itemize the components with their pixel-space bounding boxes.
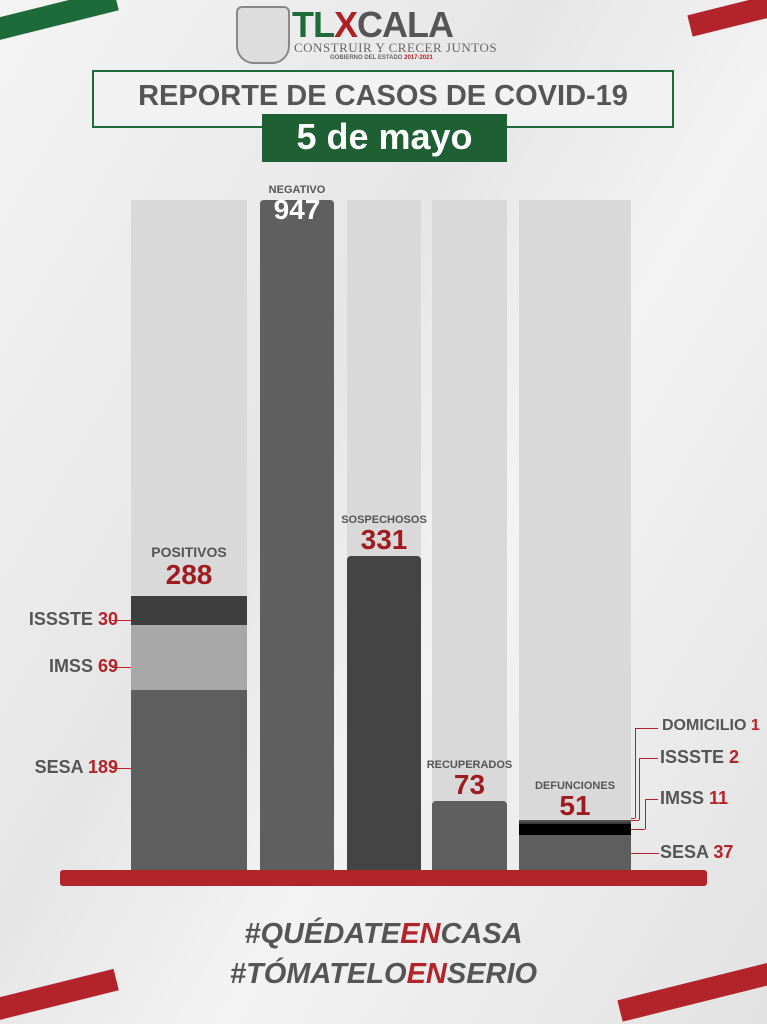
- category-label-negativo: NEGATIVO: [268, 184, 326, 196]
- leader-line: [631, 818, 635, 819]
- legend-defunciones-issste: ISSSTE 2: [660, 747, 739, 768]
- decor-stripe-green: [0, 0, 119, 42]
- bar-segment-positivos-issste: [131, 596, 247, 625]
- leader-line: [645, 799, 658, 800]
- leader-line: [639, 758, 640, 820]
- column-background-defunciones: [519, 200, 631, 870]
- stack-value: 2: [729, 747, 740, 767]
- stack-name: IMSS: [660, 788, 705, 808]
- leader-line: [631, 829, 645, 830]
- stack-value: 189: [87, 757, 118, 777]
- bar-segment-defunciones-issste: [519, 822, 631, 825]
- stack-value: 1: [750, 717, 760, 734]
- leader-line: [645, 799, 646, 829]
- government-period: GOBIERNO DEL ESTADO 2017-2021: [330, 55, 433, 61]
- bar-segment-defunciones-sesa: [519, 834, 631, 870]
- legend-defunciones-imss: IMSS 11: [660, 788, 728, 809]
- category-label-defunciones: DEFUNCIONES: [534, 779, 616, 792]
- bar-segment-positivos-sesa: [131, 690, 247, 870]
- stack-name: IMSS: [48, 656, 93, 676]
- stack-name: DOMICILIO: [662, 717, 747, 734]
- legend-defunciones-sesa: SESA 37: [660, 842, 733, 863]
- leader-line: [112, 768, 131, 769]
- leader-line: [112, 667, 131, 668]
- leader-line: [112, 620, 131, 621]
- category-label-recuperados: RECUPERADOS: [426, 758, 513, 771]
- category-label-sospechosos: SOSPECHOSOS: [341, 513, 427, 526]
- value-label-sospechosos: 331: [360, 523, 408, 555]
- hashtag-quedate-en-casa: #QUÉDATEENCASA: [244, 918, 523, 950]
- decor-stripe-red: [687, 0, 767, 37]
- bar-segment-positivos-imss: [131, 624, 247, 691]
- stack-name: SESA: [660, 842, 709, 862]
- legend-defunciones-domicilio: DOMICILIO 1: [662, 717, 760, 735]
- stack-name: ISSSTE: [28, 609, 93, 629]
- stack-name: ISSSTE: [660, 747, 725, 767]
- value-label-negativo: 947: [273, 194, 321, 225]
- stack-value: 37: [713, 842, 734, 862]
- hashtag-tomatelo-en-serio: #TÓMATELOENSERIO: [229, 958, 538, 990]
- category-label-positivos: POSITIVOS: [151, 544, 227, 561]
- leader-line: [639, 758, 658, 759]
- report-date: 5 de mayo: [262, 114, 507, 162]
- brand-logo-text: TLXCALA: [292, 4, 454, 45]
- bar-segment-defunciones-domicilio: [519, 820, 631, 823]
- stack-value: 69: [97, 656, 118, 676]
- legend-positivos-sesa: SESA 189: [35, 757, 118, 778]
- leader-line: [635, 728, 658, 729]
- leader-line: [631, 820, 639, 821]
- slogan: CONSTRUIR Y CRECER JUNTOS: [294, 40, 498, 55]
- stack-value: 11: [709, 788, 729, 808]
- bar-segment-defunciones-imss: [519, 824, 631, 835]
- stack-name: SESA: [34, 757, 83, 777]
- bar-sospechosos: [347, 555, 421, 870]
- legend-positivos-issste: ISSSTE 30: [29, 609, 118, 630]
- value-label-defunciones: 51: [559, 789, 591, 821]
- bar-negativo: [260, 200, 334, 870]
- bar-recuperados: [432, 800, 507, 870]
- value-label-positivos: 288: [165, 559, 213, 591]
- value-label-recuperados: 73: [453, 768, 486, 800]
- coat-of-arms-logo: [236, 6, 290, 64]
- leader-line: [635, 728, 636, 818]
- chart-baseline: [60, 870, 707, 886]
- stack-value: 30: [97, 609, 118, 629]
- legend-positivos-imss: IMSS 69: [49, 656, 118, 677]
- leader-line: [631, 853, 659, 854]
- column-background-recuperados: [432, 200, 507, 870]
